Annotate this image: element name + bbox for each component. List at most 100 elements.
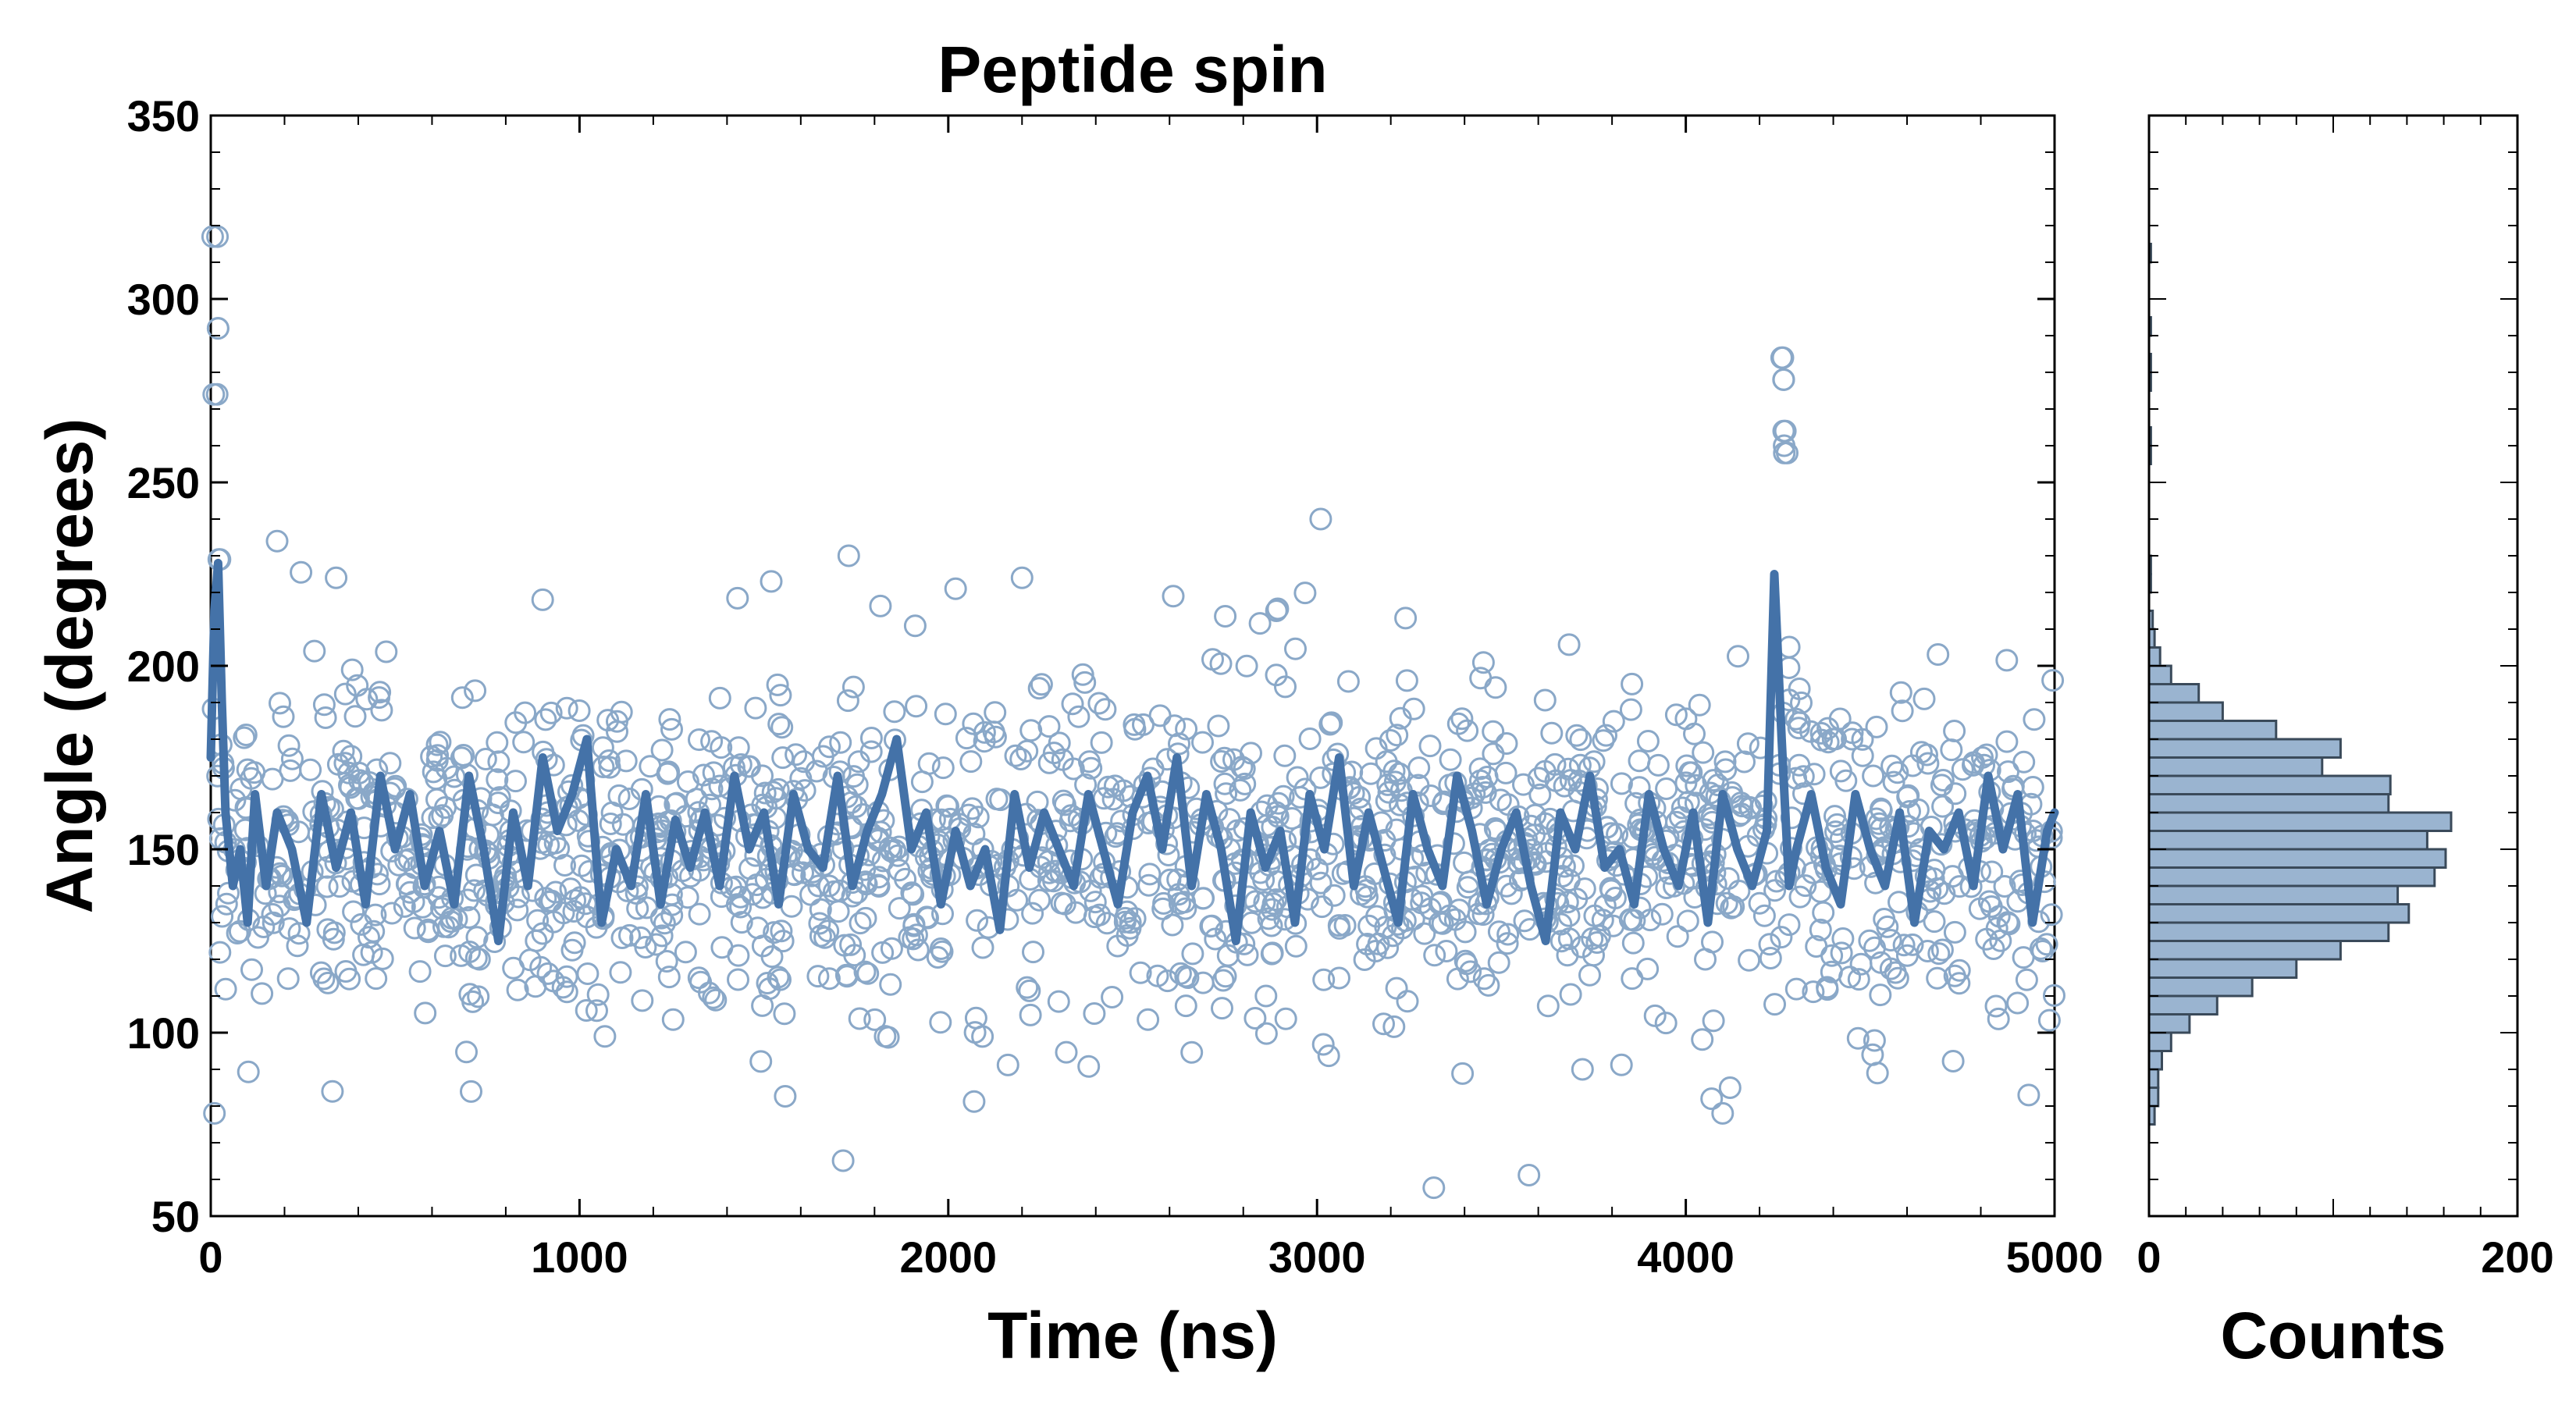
scatter-point <box>1244 1007 1267 1030</box>
scatter-point <box>1670 796 1694 820</box>
scatter-point <box>1829 759 1852 783</box>
histogram-x-tick-label: 0 <box>2137 1232 2161 1282</box>
scatter-point <box>1028 888 1051 912</box>
scatter-point <box>849 912 872 935</box>
histogram-panel: 0 200 Counts <box>2137 114 2554 1372</box>
scatter-point <box>487 750 511 774</box>
scatter-point <box>269 692 291 715</box>
scatter-point <box>1933 882 1956 905</box>
scatter-point <box>1565 724 1589 747</box>
scatter-point <box>433 944 457 968</box>
scatter-point <box>1683 722 1706 745</box>
scatter-point <box>1438 904 1461 927</box>
y-tick-label: 50 <box>151 1192 200 1241</box>
scatter-point <box>1592 729 1615 752</box>
scatter-point <box>1312 968 1336 991</box>
scatter-point <box>1030 673 1053 696</box>
scatter-point <box>1790 691 1813 714</box>
scatter-point <box>903 614 927 638</box>
scatter-point <box>756 972 779 994</box>
histogram-bar <box>2147 756 2324 777</box>
scatter-point <box>2029 937 2052 960</box>
scatter-point <box>650 738 674 762</box>
scatter-point <box>944 577 967 600</box>
scatter-point <box>1718 1076 1742 1099</box>
scatter-point <box>829 731 852 754</box>
scatter-point <box>1870 799 1893 822</box>
histogram-bar <box>2147 848 2447 869</box>
scatter-point <box>744 696 767 720</box>
scatter-point <box>1280 807 1304 830</box>
scatter-point <box>1582 750 1606 774</box>
scatter-point <box>1336 670 1360 693</box>
scatter-point <box>749 1050 773 1073</box>
histogram-bar <box>2147 1031 2172 1052</box>
scatter-point <box>1261 941 1284 965</box>
scatter-point <box>767 777 790 801</box>
scatter-point <box>276 967 300 991</box>
scatter-point <box>1484 676 1507 699</box>
scatter-point <box>687 966 710 990</box>
scatter-point <box>1455 952 1478 976</box>
scatter-point <box>1004 744 1027 767</box>
scatter-point <box>334 960 358 983</box>
scatter-point <box>1748 891 1771 915</box>
histogram-x-tick-label: 200 <box>2481 1232 2553 1282</box>
scatter-point <box>1146 964 1169 987</box>
scatter-point <box>609 961 632 984</box>
scatter-point <box>1061 692 1084 716</box>
scatter-point <box>629 926 653 949</box>
scatter-point <box>751 764 774 788</box>
scatter-point <box>596 709 620 732</box>
scatter-point <box>368 686 391 710</box>
scatter-point <box>1997 760 2019 784</box>
x-axis-title: Time (ns) <box>987 1299 1278 1372</box>
scatter-point <box>1137 1008 1160 1031</box>
scatter-point <box>1161 913 1184 937</box>
scatter-point <box>1129 961 1152 984</box>
scatter-point <box>888 897 911 920</box>
scatter-point <box>905 695 928 718</box>
scatter-point <box>1388 762 1411 785</box>
scatter-point <box>1016 739 1039 763</box>
scatter-point <box>534 708 557 731</box>
scatter-point <box>1389 706 1412 730</box>
scatter-point <box>1083 891 1107 914</box>
scatter-point <box>1191 731 1214 754</box>
scatter-point <box>1838 966 1862 989</box>
scatter-point <box>769 968 792 991</box>
scatter-point <box>1805 935 1828 958</box>
scatter-point <box>789 767 813 790</box>
scatter-point <box>806 965 830 988</box>
scatter-point <box>836 689 859 713</box>
scatter-point <box>1585 931 1609 954</box>
scatter-point <box>1889 681 1912 704</box>
scatter-point <box>1320 711 1343 735</box>
scatter-point <box>1090 731 1113 754</box>
scatter-point <box>504 770 527 793</box>
scatter-point <box>610 700 633 724</box>
scatter-point <box>1254 984 1278 1008</box>
scatter-point <box>450 686 474 710</box>
scatter-point <box>1773 434 1796 457</box>
scatter-point <box>1162 585 1185 608</box>
x-tick-label: 0 <box>198 1232 222 1282</box>
scatter-point <box>365 967 388 991</box>
scatter-point <box>343 705 367 728</box>
scatter-point <box>314 706 337 729</box>
scatter-point <box>2012 946 2035 969</box>
scatter-point <box>458 941 481 963</box>
scatter-point <box>1655 777 1678 800</box>
scatter-point <box>1261 892 1285 916</box>
scatter-point <box>1578 963 1601 987</box>
scatter-point <box>867 866 891 889</box>
scatter-point <box>340 745 363 768</box>
scatter-point <box>1097 775 1120 799</box>
scatter-point <box>655 950 678 973</box>
scatter-point <box>1666 925 1689 948</box>
scatter-point <box>1180 1040 1204 1064</box>
scatter-point <box>650 924 674 948</box>
scatter-point <box>531 588 554 611</box>
scatter-point <box>1317 1044 1340 1068</box>
scatter-point <box>206 225 229 248</box>
